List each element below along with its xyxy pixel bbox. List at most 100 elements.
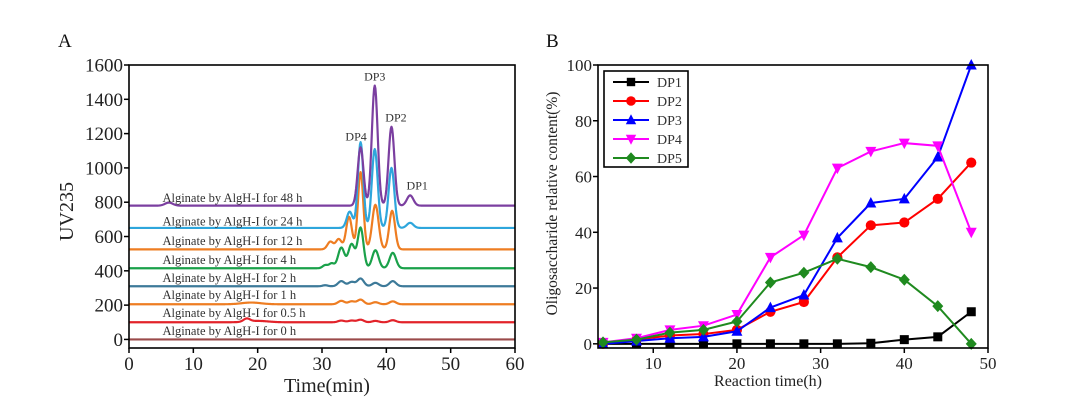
trace-line: [128, 226, 516, 270]
trace-label: Alginate by AlgH-I for 0 h: [162, 324, 296, 338]
x-tick-label: 40: [377, 354, 396, 375]
marker-square: [933, 332, 943, 342]
trace-line: [128, 141, 516, 230]
x-tick-label: 30: [313, 354, 332, 375]
y-tick-label: 20: [575, 279, 592, 298]
y-tick-label: 400: [95, 261, 124, 282]
x-tick-label: 40: [896, 354, 913, 373]
panel-a-letter: A: [58, 31, 72, 52]
marker-triangle-up: [798, 289, 810, 300]
y-tick-label: 0: [584, 335, 593, 354]
marker-square: [765, 339, 775, 349]
panel-b-axes: 0 20 40 60 80 100 10 20 30 40 50: [567, 56, 997, 373]
panel-a-peak-labels: DP4 DP3 DP2 DP1: [345, 69, 427, 192]
marker-diamond: [625, 152, 637, 164]
y-tick-label: 60: [575, 168, 592, 187]
series-dp4: [597, 138, 977, 349]
panel-a-trace-labels: Alginate by AlgH-I for 48 h Alginate by A…: [162, 191, 306, 338]
marker-triangle-down: [898, 138, 910, 150]
x-tick-label: 20: [248, 354, 267, 375]
y-tick-label: 1000: [85, 158, 123, 179]
panel-a-y-axis-title: UV235: [56, 182, 78, 241]
trace-label: Alginate by AlgH-I for 12 h: [162, 234, 303, 248]
marker-triangle-down: [932, 141, 944, 152]
trace-label: Alginate by AlgH-I for 2 h: [162, 271, 296, 285]
legend-item: DP4: [613, 133, 682, 148]
series-dp5: [597, 252, 977, 350]
panel-b-letter: B: [546, 31, 559, 52]
y-tick-label: 40: [575, 223, 592, 242]
marker-diamond: [731, 315, 743, 328]
panel-a-traces: [128, 84, 516, 341]
marker-square: [665, 339, 675, 349]
trace-label: Alginate by AlgH-I for 0.5 h: [162, 306, 306, 320]
y-tick-label: 0: [114, 330, 124, 351]
marker-square: [698, 339, 708, 349]
series-line: [602, 142, 973, 344]
marker-triangle-down: [798, 230, 810, 242]
marker-triangle-up: [831, 231, 843, 243]
trace-line: [128, 277, 516, 288]
marker-triangle-down: [831, 163, 843, 175]
legend-item: DP3: [613, 114, 682, 129]
x-tick-label: 10: [645, 354, 662, 373]
legend-label: DP3: [657, 114, 682, 129]
marker-triangle-up: [697, 330, 709, 342]
panel-b-series: [597, 59, 977, 350]
trace-label: Alginate by AlgH-I for 48 h: [162, 191, 303, 205]
x-tick-label: 50: [980, 354, 997, 373]
panel-a-axes: 0 200 400 600 800 1000 1200 1400 1600 0 10 20 30 40 50…: [85, 56, 525, 376]
panel-b-x-axis-title: Reaction time(h): [714, 373, 822, 390]
trace-line: [128, 298, 516, 306]
legend-item: DP5: [613, 152, 682, 167]
series-line: [602, 64, 973, 345]
marker-square: [866, 338, 876, 348]
panel-b: B 0 20 40 60 80 100 10 20 30 40 50 DP1 DP2 DP3 DP4 DP5…: [544, 31, 997, 390]
trace-label: Alginate by AlgH-I for 1 h: [162, 288, 296, 302]
marker-diamond: [798, 266, 810, 279]
y-tick-label: 1600: [85, 56, 123, 77]
x-tick-label: 20: [728, 354, 745, 373]
y-tick-label: 200: [95, 296, 124, 317]
marker-circle: [865, 220, 876, 231]
marker-triangle-up: [764, 301, 776, 313]
marker-triangle-down: [625, 134, 637, 145]
peak-label: DP4: [345, 129, 366, 143]
legend-label: DP5: [657, 152, 682, 167]
legend-label: DP4: [657, 133, 682, 148]
x-tick-label: 50: [441, 354, 460, 375]
marker-diamond: [664, 326, 676, 339]
y-tick-label: 100: [567, 56, 593, 75]
trace-line: [128, 317, 516, 324]
y-tick-label: 1400: [85, 90, 123, 111]
y-tick-label: 800: [95, 193, 124, 214]
series-line: [602, 161, 972, 345]
peak-label: DP1: [407, 178, 428, 192]
series-line: [602, 257, 973, 345]
marker-circle: [626, 96, 636, 106]
y-tick-label: 80: [575, 112, 592, 131]
marker-square: [899, 335, 909, 345]
trace-label: Alginate by AlgH-I for 24 h: [162, 214, 303, 228]
marker-triangle-up: [865, 197, 877, 208]
legend-label: DP2: [657, 95, 682, 110]
panel-b-legend: DP1 DP2 DP3 DP4 DP5: [603, 70, 689, 168]
marker-triangle-down: [965, 227, 977, 239]
marker-triangle-down: [764, 252, 776, 264]
marker-diamond: [865, 261, 877, 274]
marker-square: [732, 339, 742, 349]
marker-triangle-up: [898, 192, 910, 204]
legend-item: DP2: [613, 95, 682, 110]
series-dp2: [597, 157, 977, 349]
marker-circle: [966, 157, 977, 168]
x-tick-label: 60: [506, 354, 525, 375]
legend-label: DP1: [657, 76, 682, 91]
marker-diamond: [932, 300, 944, 313]
x-tick-label: 10: [184, 354, 203, 375]
y-tick-label: 600: [95, 227, 124, 248]
marker-triangle-up: [625, 114, 637, 125]
marker-diamond: [831, 252, 843, 265]
marker-triangle-down: [731, 310, 743, 321]
marker-diamond: [898, 273, 910, 286]
